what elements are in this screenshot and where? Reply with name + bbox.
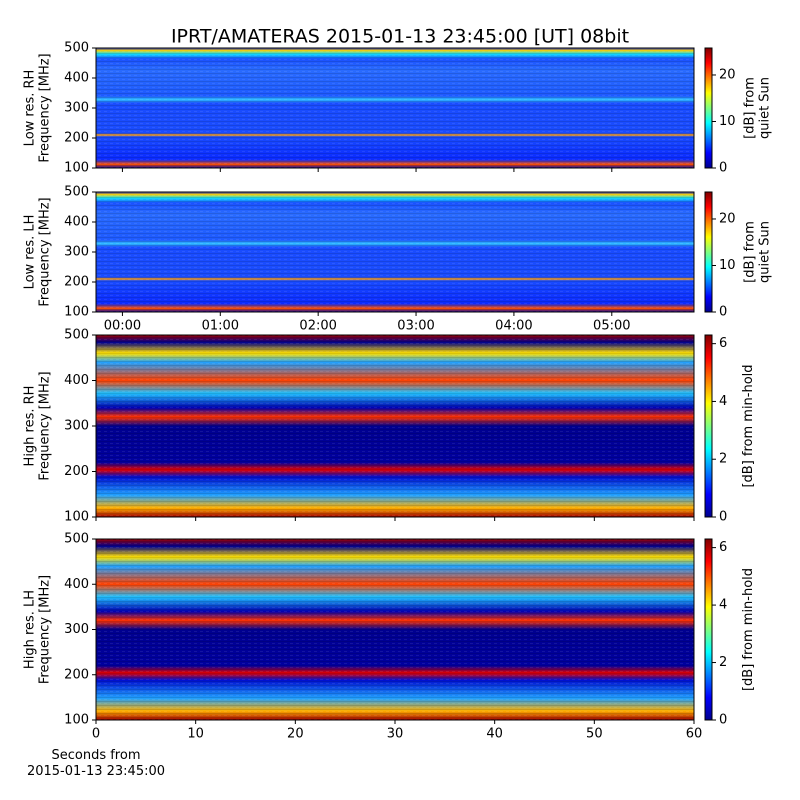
x-tick-label: 03:00 <box>397 319 434 334</box>
colorbar-tick-label: 0 <box>719 305 727 320</box>
x-tick-label: 02:00 <box>299 319 336 334</box>
colorbar-tick-label: 2 <box>719 655 727 670</box>
y-tick-label: 400 <box>64 71 89 86</box>
colorbar-label-line: [dB] from min-hold <box>741 568 756 691</box>
y-tick-label: 300 <box>64 101 89 116</box>
colorbar-tick-label: 4 <box>719 598 727 613</box>
colorbar-label-line: [dB] from <box>742 221 757 283</box>
colorbar-label: [dB] fromquiet Sun <box>742 77 772 139</box>
y-tick-label: 100 <box>64 161 89 176</box>
colorbar <box>704 334 713 518</box>
y-tick-label: 500 <box>64 532 89 547</box>
colorbar-label: [dB] from min-hold <box>741 364 756 487</box>
y-axis-label-line: High res. LH <box>22 590 37 669</box>
y-tick-label: 100 <box>64 510 89 525</box>
y-tick-label: 200 <box>64 667 89 682</box>
colorbar-label-line: quiet Sun <box>757 77 772 139</box>
x-tick-label: 01:00 <box>202 319 239 334</box>
y-axis-label: High res. LHFrequency [MHz] <box>22 575 52 684</box>
colorbar-tick-label: 0 <box>719 161 727 176</box>
colorbar-label-line: [dB] from <box>742 77 757 139</box>
y-axis-label-line: Frequency [MHz] <box>37 53 52 162</box>
colorbar-label: [dB] from min-hold <box>741 568 756 691</box>
x-axis-label-line: Seconds from <box>51 748 140 763</box>
colorbar-tick-label: 10 <box>719 114 736 129</box>
colorbar <box>704 191 713 313</box>
spectrogram-texture <box>96 192 694 312</box>
x-tick-label: 05:00 <box>593 319 630 334</box>
y-tick-label: 200 <box>64 131 89 146</box>
colorbar-label: [dB] fromquiet Sun <box>742 221 772 283</box>
colorbar-tick-label: 4 <box>719 394 727 409</box>
colorbar-label-line: quiet Sun <box>757 221 772 283</box>
y-tick-label: 500 <box>64 185 89 200</box>
colorbar-tick-label: 20 <box>719 67 736 82</box>
y-tick-label: 500 <box>64 41 89 56</box>
y-axis-label-line: Frequency [MHz] <box>37 371 52 480</box>
spectrogram-texture <box>96 335 694 517</box>
y-axis-label: High res. RHFrequency [MHz] <box>22 371 52 480</box>
x-tick-label: 40 <box>486 727 503 742</box>
y-tick-label: 100 <box>64 305 89 320</box>
y-tick-label: 200 <box>64 275 89 290</box>
colorbar-tick-label: 6 <box>719 540 727 555</box>
y-axis-label-line: Frequency [MHz] <box>37 197 52 306</box>
y-axis-label-line: Frequency [MHz] <box>37 575 52 684</box>
spectrogram-texture <box>96 48 694 168</box>
colorbar <box>704 538 713 721</box>
x-tick-label: 30 <box>387 727 404 742</box>
colorbar-tick-label: 2 <box>719 452 727 467</box>
x-axis-label-line: 2015-01-13 23:45:00 <box>27 764 165 779</box>
y-tick-label: 300 <box>64 622 89 637</box>
colorbar-tick-label: 0 <box>719 713 727 728</box>
colorbar-label-line: [dB] from min-hold <box>741 364 756 487</box>
colorbar-tick-label: 10 <box>719 258 736 273</box>
x-tick-label: 20 <box>287 727 304 742</box>
y-tick-label: 300 <box>64 419 89 434</box>
y-tick-label: 400 <box>64 577 89 592</box>
x-tick-label: 04:00 <box>495 319 532 334</box>
colorbar-tick-label: 20 <box>719 211 736 226</box>
y-axis-label: Low res. LHFrequency [MHz] <box>22 197 52 306</box>
y-tick-label: 400 <box>64 215 89 230</box>
x-tick-label: 10 <box>187 727 204 742</box>
y-tick-label: 500 <box>64 328 89 343</box>
y-tick-label: 100 <box>64 713 89 728</box>
spectrogram-texture <box>96 539 694 720</box>
y-tick-label: 400 <box>64 373 89 388</box>
x-tick-label: 50 <box>586 727 603 742</box>
y-tick-label: 200 <box>64 464 89 479</box>
colorbar <box>704 47 713 169</box>
x-tick-label: 60 <box>686 727 703 742</box>
y-axis-label-line: Low res. RH <box>22 70 37 147</box>
y-axis-label: Low res. RHFrequency [MHz] <box>22 53 52 162</box>
x-tick-label: 00:00 <box>104 319 141 334</box>
colorbar-tick-label: 0 <box>719 510 727 525</box>
y-axis-label-line: Low res. LH <box>22 215 37 290</box>
chart-title: IPRT/AMATERAS 2015-01-13 23:45:00 [UT] 0… <box>171 26 629 48</box>
x-tick-label: 0 <box>92 727 100 742</box>
y-axis-label-line: High res. RH <box>22 386 37 467</box>
x-axis-label: Seconds from 2015-01-13 23:45:00 <box>27 748 165 779</box>
y-tick-label: 300 <box>64 245 89 260</box>
colorbar-tick-label: 6 <box>719 336 727 351</box>
